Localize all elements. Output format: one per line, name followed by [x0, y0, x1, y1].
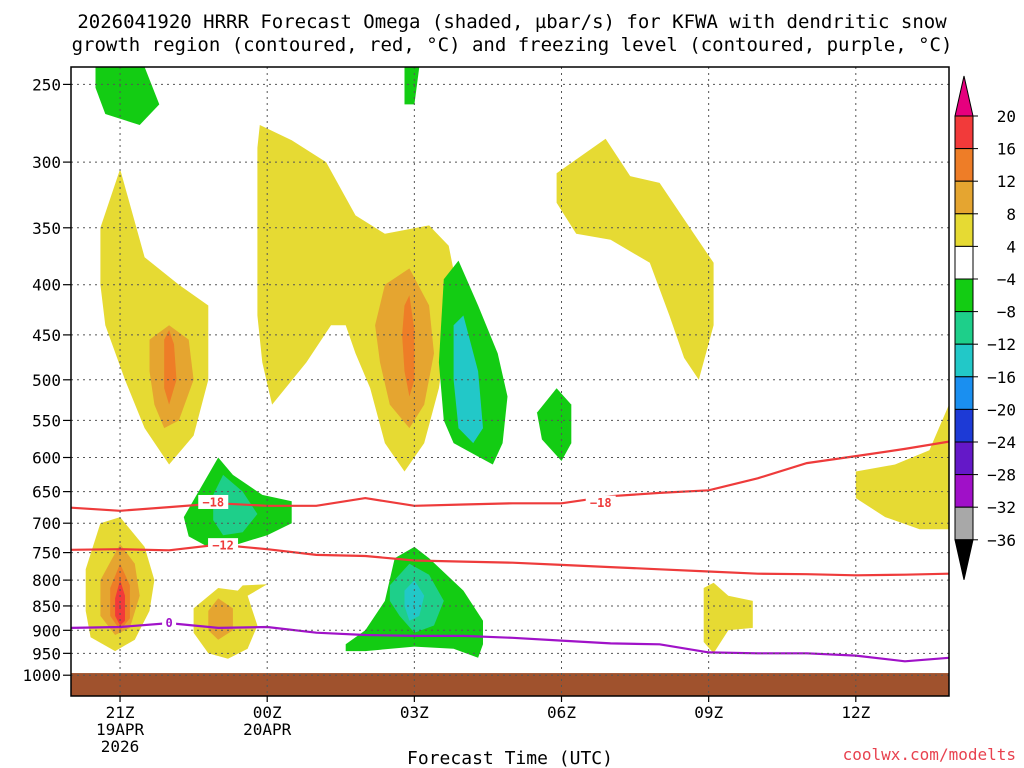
x-tick-label-21Z-2: 2026: [101, 737, 140, 756]
x-tick-label-09Z-0: 09Z: [694, 703, 723, 722]
x-axis-label: Forecast Time (UTC): [407, 748, 613, 768]
x-tick-label-12Z-0: 12Z: [841, 703, 870, 722]
colorbar-label-10: −24: [987, 433, 1016, 452]
colorbar-label-0: 20: [997, 107, 1016, 126]
omega-region-24: [703, 582, 753, 654]
isotherm-label-0-1: −18: [590, 496, 612, 510]
omega-region-5: [257, 125, 459, 472]
isotherm-label-1-0: −12: [212, 539, 234, 553]
x-tick-label-03Z-0: 03Z: [400, 703, 429, 722]
colorbar-bottom-arrow: [954, 539, 974, 580]
y-tick-label-750: 750: [32, 544, 61, 563]
isotherm-line-2: [71, 621, 949, 663]
gridlines: [71, 67, 949, 696]
isotherm-label-bg-0-1: [585, 495, 616, 510]
colorbar-label-4: 4: [1006, 237, 1016, 256]
colorbar-legend: 20 16 12 8 4 −4 −8 −12 −16 −20 −24 −28 −32 −36: [954, 75, 1016, 580]
colorbar-label-11: −28: [987, 466, 1016, 485]
omega-region-4: [164, 330, 177, 405]
y-tick-label-600: 600: [32, 449, 61, 468]
y-tick-label-350: 350: [32, 219, 61, 238]
y-tick-label-550: 550: [32, 411, 61, 430]
omega-region-0: [95, 67, 160, 125]
omega-region-22: [208, 598, 233, 640]
y-tick-label-500: 500: [32, 371, 61, 390]
y-tick-label-250: 250: [32, 75, 61, 94]
colorbar-label-5: −4: [997, 270, 1016, 289]
colorbar-label-12: −32: [987, 498, 1016, 517]
colorbar-bin-5: [954, 278, 974, 313]
colorbar-bin-11: [954, 474, 974, 508]
y-tick-label-850: 850: [32, 597, 61, 616]
colorbar-label-2: 12: [997, 172, 1016, 191]
y-tick-label-700: 700: [32, 514, 61, 533]
colorbar-bin-6: [954, 311, 974, 345]
y-tick-label-450: 450: [32, 326, 61, 345]
omega-region-16: [404, 580, 425, 621]
isotherm-label-2-0: 0: [165, 616, 172, 630]
colorbar-label-8: −16: [987, 368, 1016, 387]
x-tick-label-21Z-1: 19APR: [96, 720, 145, 739]
colorbar-label-9: −20: [987, 400, 1016, 419]
colorbar-label-1: 16: [997, 140, 1016, 159]
x-tick-label-00Z-0: 00Z: [253, 703, 282, 722]
isotherm-label-bg-0-0: [198, 494, 229, 509]
colorbar-bin-9: [954, 408, 974, 443]
y-tick-label-300: 300: [32, 153, 61, 172]
colorbar-bin-4: [954, 245, 974, 280]
colorbar-label-6: −8: [997, 303, 1016, 322]
y-tick-label-950: 950: [32, 644, 61, 663]
ground-layer: [71, 673, 949, 696]
colorbar-label-13: −36: [987, 531, 1016, 550]
colorbar-label-7: −12: [987, 335, 1016, 354]
colorbar-bin-7: [954, 343, 974, 378]
colorbar-bin-3: [954, 213, 974, 247]
x-tick-label-06Z-0: 06Z: [547, 703, 576, 722]
y-tick-label-400: 400: [32, 276, 61, 295]
plot-area: [71, 67, 949, 696]
colorbar-top-arrow: [954, 75, 974, 117]
contour-labels: −18 −18 −12 0: [162, 494, 616, 630]
credit-text: coolwx.com/modelts: [843, 745, 1016, 764]
colorbar-label-3: 8: [1006, 205, 1016, 224]
isotherm-label-bg-1-0: [208, 538, 239, 553]
chart-title-line-2: growth region (contoured, red, °C) and f…: [72, 34, 953, 56]
y-tick-label-800: 800: [32, 571, 61, 590]
x-tick-label-21Z-0: 21Z: [106, 703, 135, 722]
omega-region-10: [537, 388, 572, 461]
colorbar-bin-10: [954, 441, 974, 476]
y-tick-label-1000: 1000: [22, 666, 61, 685]
omega-region-23: [855, 404, 949, 530]
colorbar-bin-2: [954, 180, 974, 215]
omega-region-11: [556, 138, 714, 380]
y-tick-label-650: 650: [32, 483, 61, 502]
omega-region-9: [453, 315, 483, 444]
x-tick-label-00Z-1: 20APR: [243, 720, 292, 739]
plot-frame: [70, 66, 950, 697]
colorbar-bin-12: [954, 506, 974, 541]
colorbar-bin-8: [954, 376, 974, 410]
colorbar-bin-1: [954, 148, 974, 182]
isotherm-label-bg-2-0: [162, 615, 177, 630]
isotherm-label-0-0: −18: [202, 495, 224, 509]
colorbar-bin-0: [954, 115, 974, 150]
isotherm-line-1: [71, 543, 949, 577]
omega-region-1: [404, 67, 420, 105]
y-tick-label-900: 900: [32, 621, 61, 640]
y-axis-pressure: 250 300 350 400 450 500 550 600 650 700 750 800 850 9…: [22, 75, 71, 685]
omega-region-7: [402, 295, 415, 397]
chart-title-line-1: 2026041920 HRRR Forecast Omega (shaded, …: [77, 11, 947, 33]
